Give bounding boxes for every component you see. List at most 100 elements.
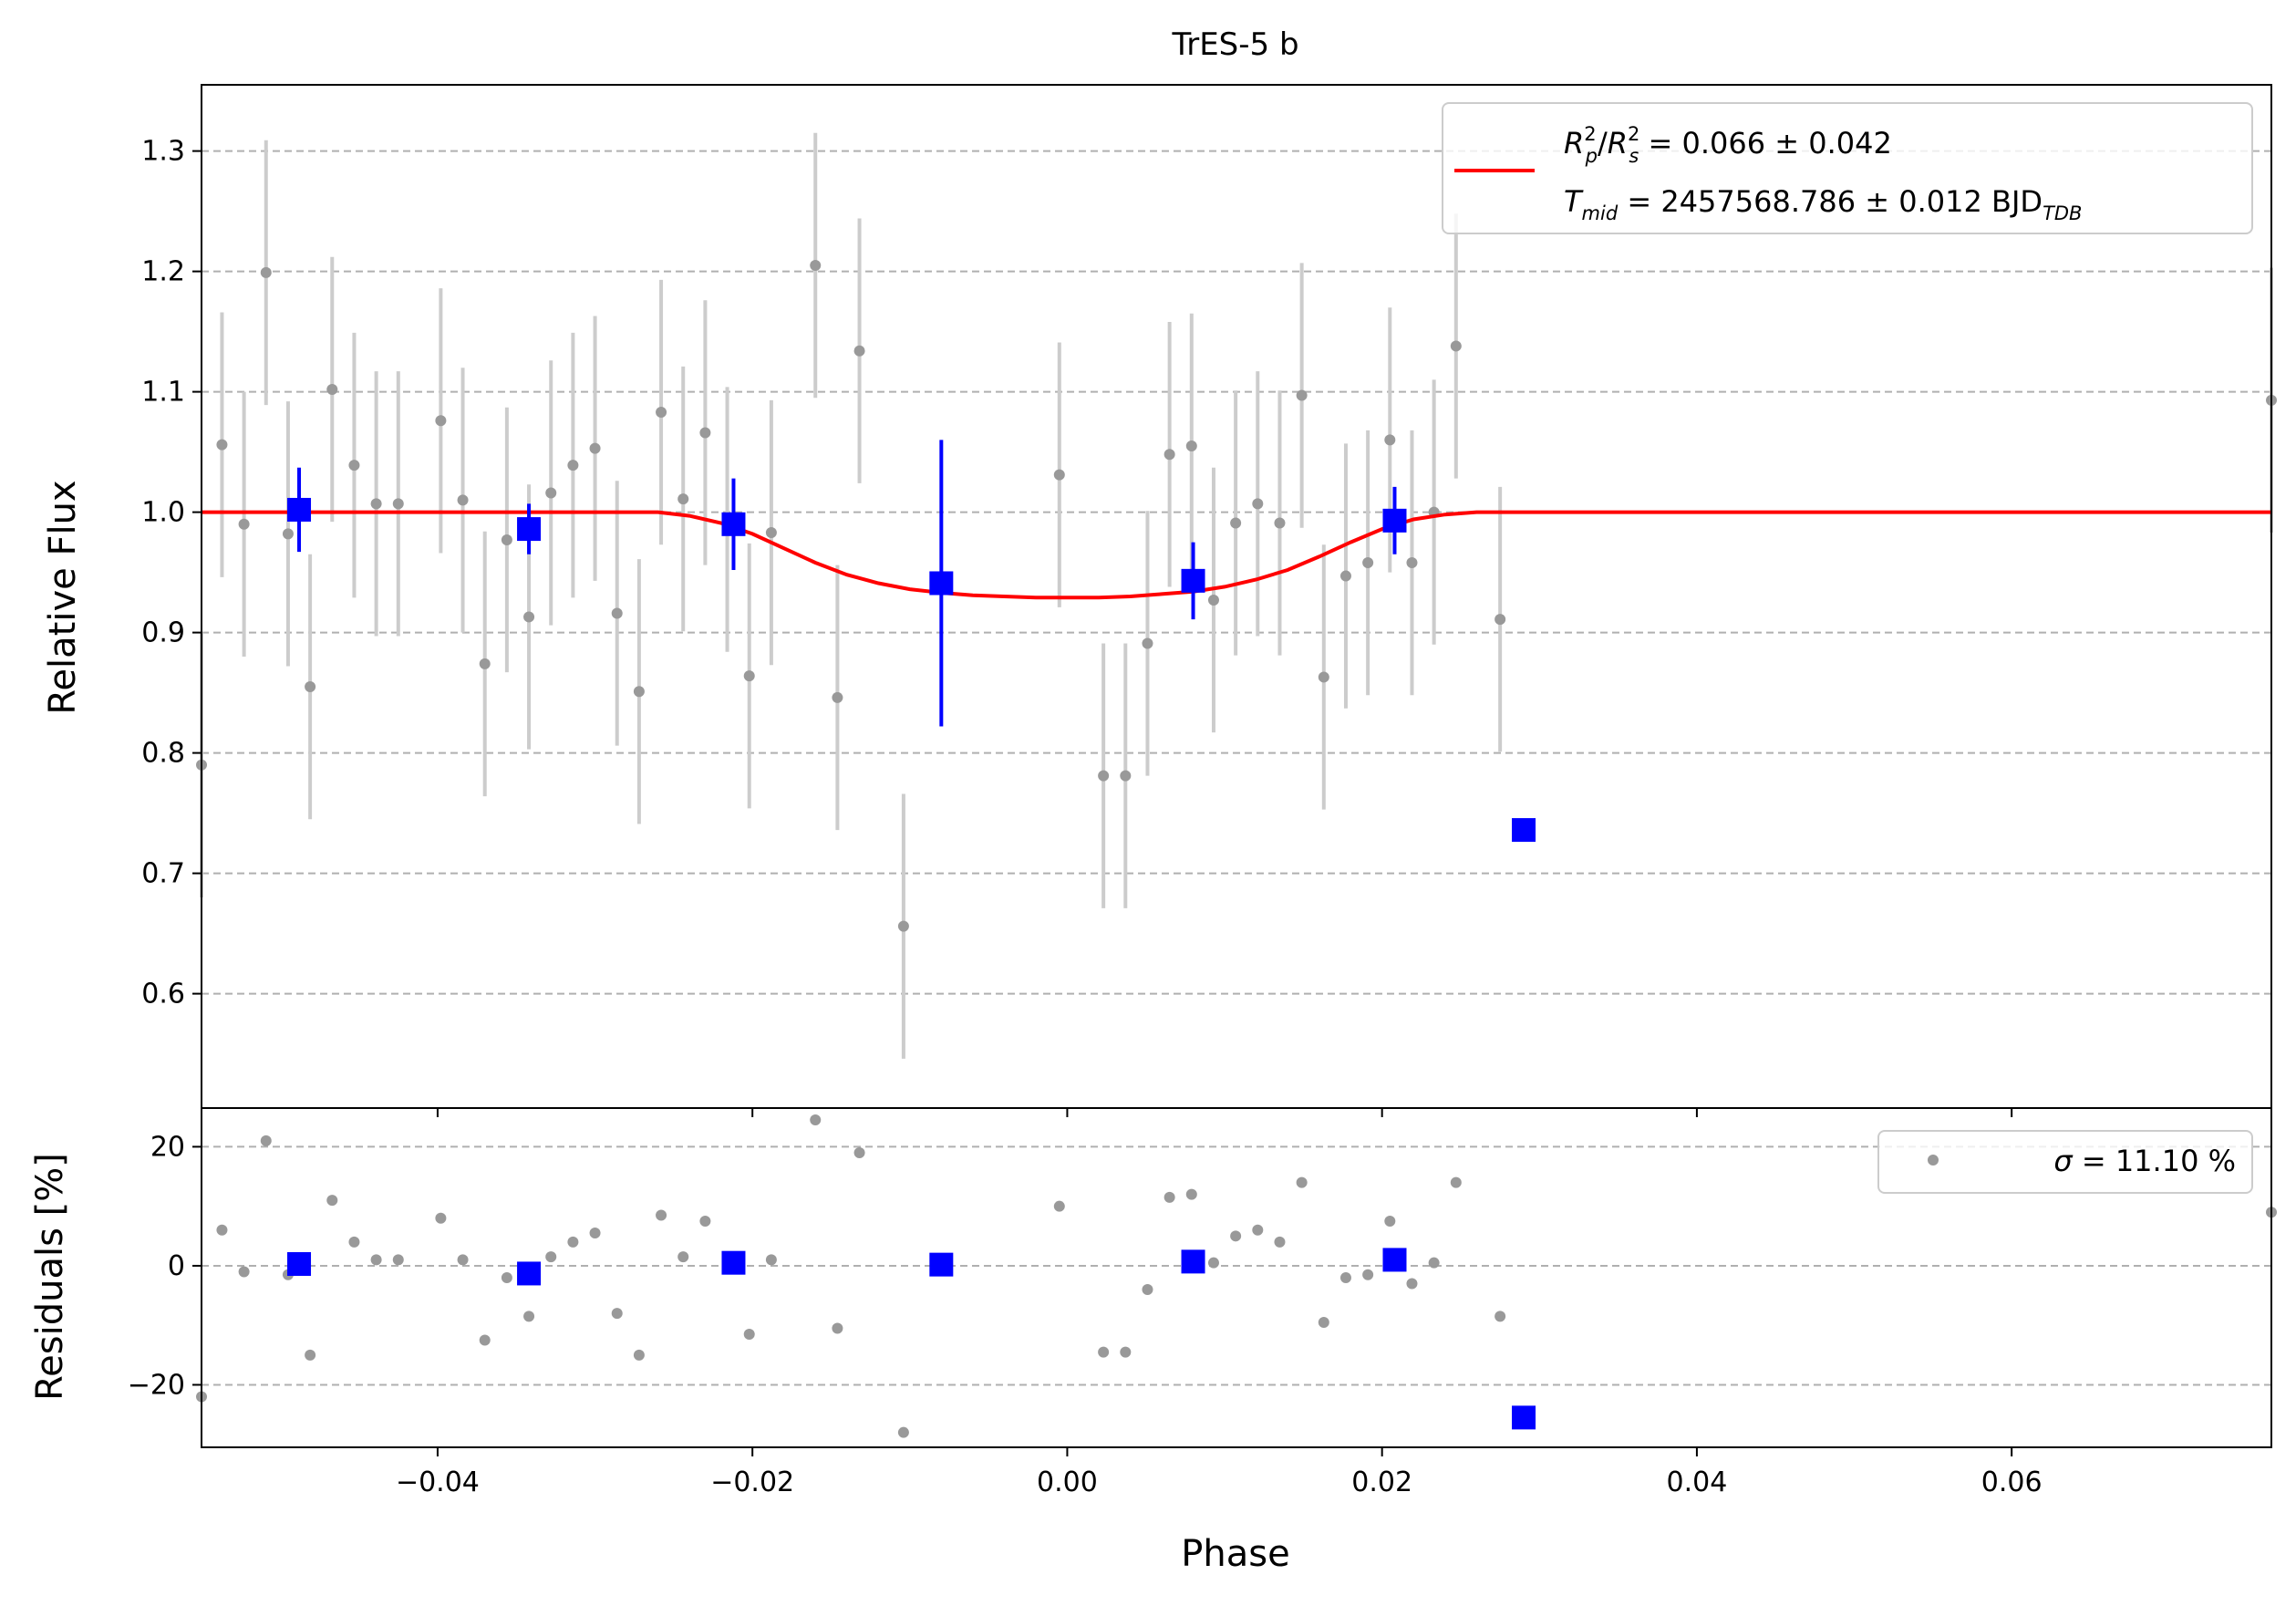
residual-point (1362, 1269, 1374, 1280)
binned-residual-point (1512, 1405, 1536, 1430)
residual-point (545, 1251, 557, 1263)
raw-data-point (479, 658, 491, 669)
residual-point (1428, 1257, 1440, 1269)
residual-point (1053, 1200, 1065, 1212)
raw-data-point (810, 260, 822, 271)
raw-data-point (897, 920, 909, 932)
residuals-y-ticks: −20 0 20 (128, 1131, 202, 1401)
raw-data-point (1318, 671, 1329, 683)
residual-point (1384, 1216, 1396, 1227)
binned-residual-point (929, 1252, 954, 1277)
binned-data-point (1382, 508, 1407, 533)
legend-radius-ratio-entry: R2 p/R2 s = 0.066 ± 0.042 (1564, 123, 1892, 167)
light-curve-y-axis-label: Relative Flux (42, 480, 84, 714)
residual-point (1296, 1176, 1308, 1188)
raw-data-point (435, 415, 447, 427)
legend-midtime-entry: Tmid = 2457568.786 ± 0.012 BJDTDB (1564, 184, 2082, 224)
residual-point (1142, 1284, 1153, 1296)
raw-data-point (326, 383, 338, 395)
light-curve-x-ticks (436, 1108, 2013, 1117)
residual-point (1494, 1311, 1506, 1322)
x-tick-label: 0.02 (1351, 1466, 1412, 1498)
transit-model-curve (202, 510, 2271, 600)
raw-data-point (1098, 770, 1110, 782)
raw-data-point (611, 607, 623, 619)
residual-point (1164, 1191, 1175, 1203)
raw-data-point (589, 442, 601, 454)
residuals-y-tick-label: 0 (168, 1250, 185, 1282)
residual-point (853, 1146, 865, 1158)
raw-data-point (699, 427, 711, 439)
residual-point (1318, 1316, 1329, 1328)
binned-data-point (929, 571, 954, 596)
raw-data-point (1252, 498, 1264, 510)
raw-data-point (260, 266, 272, 278)
residual-point (677, 1251, 689, 1263)
residual-point (1339, 1272, 1351, 1283)
raw-data-point (567, 460, 579, 471)
residuals-y-tick-label: 20 (150, 1131, 185, 1163)
raw-data-point (392, 498, 404, 510)
residual-point (743, 1329, 755, 1340)
residual-point (501, 1272, 512, 1283)
residual-point (457, 1254, 469, 1266)
legend-sigma-entry: σ = 11.10 % (2053, 1144, 2236, 1178)
raw-data-point (832, 691, 843, 703)
binned-data-point (517, 517, 542, 542)
residuals-legend-box (1877, 1130, 2253, 1194)
raw-data-point (1296, 389, 1308, 401)
residual-point (1252, 1224, 1264, 1236)
binned-data-point (721, 512, 746, 536)
raw-data-point (348, 460, 360, 471)
residual-point (523, 1311, 535, 1322)
binned-residual-point (1181, 1249, 1205, 1274)
raw-data-point (1274, 517, 1286, 529)
light-curve-y-tick-label: 0.6 (141, 979, 185, 1010)
raw-data-point (1142, 637, 1153, 649)
raw-data-point (1406, 557, 1418, 569)
raw-data-point (282, 528, 294, 540)
raw-data-point (1362, 557, 1374, 569)
residual-point (1230, 1230, 1242, 1242)
light-curve-y-tick-label: 1.1 (141, 377, 185, 409)
residual-point (633, 1349, 645, 1361)
raw-data-point (370, 498, 382, 510)
residual-point (1120, 1346, 1132, 1358)
residuals-binned-points (287, 1248, 1536, 1430)
residual-point (832, 1322, 843, 1334)
residual-point (699, 1216, 711, 1227)
light-curve-legend: R2 p/R2 s = 0.066 ± 0.042 Tmid = 2457568.7… (1442, 102, 2253, 234)
residual-point (305, 1349, 316, 1361)
residual-point (611, 1308, 623, 1320)
residual-point (370, 1254, 382, 1266)
residual-point (810, 1114, 822, 1126)
raw-data-point (1120, 770, 1132, 782)
raw-data-point (1384, 434, 1396, 446)
raw-data-point (1450, 340, 1462, 352)
residual-point (567, 1236, 579, 1248)
light-curve-y-tick-label: 1.3 (141, 136, 185, 168)
residual-point (1406, 1278, 1418, 1290)
legend-residual-marker (1928, 1155, 1939, 1166)
residuals-axes-frame (201, 1107, 2272, 1448)
residual-point (897, 1426, 909, 1438)
residuals-y-tick-label: −20 (128, 1369, 185, 1401)
binned-residual-point (287, 1251, 312, 1276)
residual-point (216, 1224, 228, 1236)
raw-data-point (305, 681, 316, 692)
raw-data-point (1230, 517, 1242, 529)
binned-residual-point (1382, 1248, 1407, 1272)
raw-data-point (1164, 449, 1175, 461)
x-tick-label: 0.06 (1981, 1466, 2043, 1498)
light-curve-y-tick-label: 0.7 (141, 858, 185, 890)
residual-point (1185, 1188, 1197, 1200)
raw-data-point (1339, 570, 1351, 582)
residuals-panel: −20 0 20 −0.04 −0.02 0.00 0.02 0.04 0.06 Residu… (29, 1107, 2277, 1575)
binned-data-point (1181, 568, 1205, 593)
light-curve-binned-points (287, 497, 1536, 843)
raw-data-point (677, 493, 689, 505)
x-axis-label: Phase (1181, 1533, 1289, 1575)
residual-point (1207, 1257, 1219, 1269)
raw-data-point (457, 494, 469, 506)
